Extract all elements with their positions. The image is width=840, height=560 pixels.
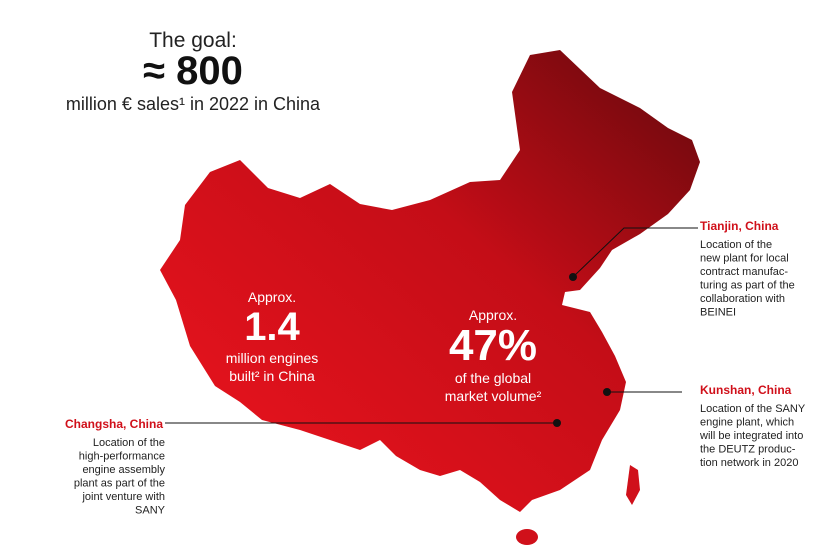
location-dot [603, 388, 611, 396]
location-description: Location of the SANY [700, 403, 806, 415]
location-callout: Changsha, China Location of the high-perf… [65, 417, 166, 517]
stat-caption: of the global [455, 370, 531, 386]
location-description: engine plant, which [700, 417, 794, 429]
location-description: SANY [135, 505, 166, 517]
location-description: plant as part of the [74, 478, 165, 490]
location-description: Location of the [700, 239, 772, 251]
stat-caption: market volume² [445, 388, 542, 404]
location-dot [569, 273, 577, 281]
location-name: Tianjin, China [700, 219, 779, 233]
stat-prefix: Approx. [469, 307, 517, 323]
header-subtitle: million € sales¹ in 2022 in China [66, 94, 321, 114]
location-callout: Kunshan, China Location of the SANY engin… [699, 383, 806, 469]
header-title: The goal: [149, 29, 237, 52]
stat-prefix: Approx. [248, 289, 296, 305]
location-description: engine assembly [82, 464, 165, 476]
location-description: Location of the [93, 437, 165, 449]
location-name: Kunshan, China [700, 383, 792, 397]
location-description: turing as part of the [700, 280, 795, 292]
location-description: the DEUTZ produc- [700, 444, 796, 456]
location-description: high-performance [79, 451, 165, 463]
taiwan [626, 465, 640, 505]
location-description: joint venture with [81, 491, 165, 503]
location-description: will be integrated into [699, 430, 803, 442]
china-map [160, 50, 700, 512]
stat-value: 1.4 [244, 305, 300, 349]
stat-caption: million engines [226, 350, 319, 366]
stat-caption: built² in China [229, 368, 315, 384]
location-description: collaboration with [700, 293, 785, 305]
location-callout: Tianjin, China Location of the new plant … [700, 219, 795, 319]
location-description: contract manufac- [700, 266, 788, 278]
location-dot [553, 419, 561, 427]
location-description: new plant for local [700, 253, 789, 265]
location-description: tion network in 2020 [700, 457, 798, 469]
location-description: BEINEI [700, 307, 736, 319]
stat-value: 47% [449, 321, 537, 370]
leader-line [572, 227, 698, 278]
location-name: Changsha, China [65, 417, 163, 431]
header-value: ≈ 800 [143, 49, 243, 93]
hainan [516, 529, 538, 545]
